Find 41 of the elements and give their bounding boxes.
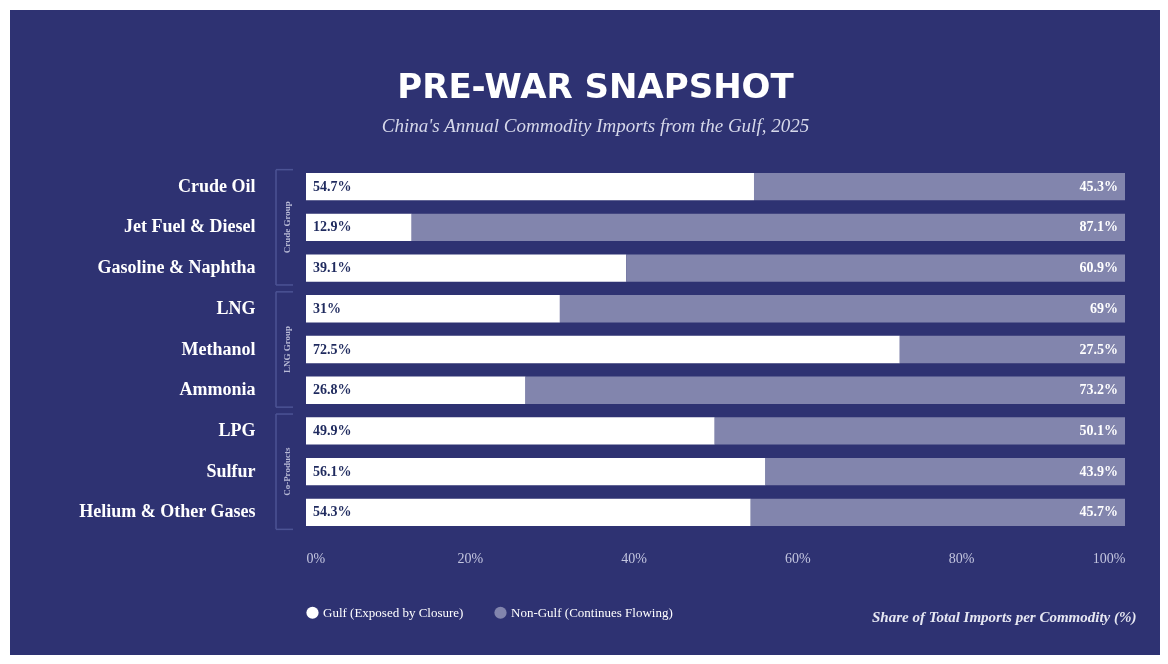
- data-label: 27.5%: [1079, 341, 1118, 357]
- y-tick-label: Crude Oil: [177, 175, 256, 196]
- y-tick-label: LPG: [218, 419, 256, 440]
- x-axis-title: Share of Total Imports per Commodity (%): [872, 608, 1137, 626]
- x-tick-label: 100%: [1092, 550, 1126, 566]
- data-label: 56.1%: [313, 463, 352, 479]
- y-tick-label: Jet Fuel & Diesel: [124, 216, 256, 237]
- data-label: 26.8%: [313, 382, 352, 398]
- text: Crude Group: [282, 201, 292, 254]
- data-label: 87.1%: [1079, 219, 1118, 235]
- chart-title: PRE-WAR SNAPSHOT: [397, 66, 795, 106]
- data-label: 39.1%: [313, 260, 352, 276]
- x-tick-label: 60%: [785, 550, 812, 566]
- legend-label: Gulf (Exposed by Closure): [323, 604, 464, 620]
- data-label: 43.9%: [1079, 463, 1118, 479]
- x-tick-label: 20%: [457, 550, 484, 566]
- data-label: 31%: [313, 300, 341, 316]
- x-tick-label: 80%: [948, 550, 975, 566]
- x-tick-label: 40%: [621, 550, 648, 566]
- data-label: 45.3%: [1079, 178, 1118, 194]
- y-tick-label: Ammonia: [179, 379, 256, 400]
- data-label: 73.2%: [1079, 382, 1118, 398]
- data-label: 12.9%: [313, 219, 352, 235]
- y-tick-label: Methanol: [181, 338, 256, 359]
- data-label: 54.3%: [313, 504, 352, 520]
- text: Co-Products: [282, 447, 292, 496]
- y-tick-label: Gasoline & Naphtha: [97, 257, 256, 278]
- x-tick-label: 0%: [306, 550, 326, 566]
- data-label: 50.1%: [1079, 422, 1118, 438]
- chart-subtitle: China's Annual Commodity Imports from the Gulf, 2025: [381, 115, 810, 136]
- y-tick-label: LNG: [216, 297, 256, 318]
- legend-label: Non-Gulf (Continues Flowing): [511, 604, 673, 620]
- text: LNG Group: [282, 325, 292, 374]
- data-label: 45.7%: [1079, 504, 1118, 520]
- data-label: 49.9%: [313, 422, 352, 438]
- data-label: 54.7%: [313, 178, 352, 194]
- data-label: 69%: [1090, 300, 1118, 316]
- data-label: 60.9%: [1079, 260, 1118, 276]
- y-tick-label: Sulfur: [206, 460, 256, 481]
- data-label: 72.5%: [313, 341, 352, 357]
- y-tick-label: Helium & Other Gases: [79, 501, 256, 522]
